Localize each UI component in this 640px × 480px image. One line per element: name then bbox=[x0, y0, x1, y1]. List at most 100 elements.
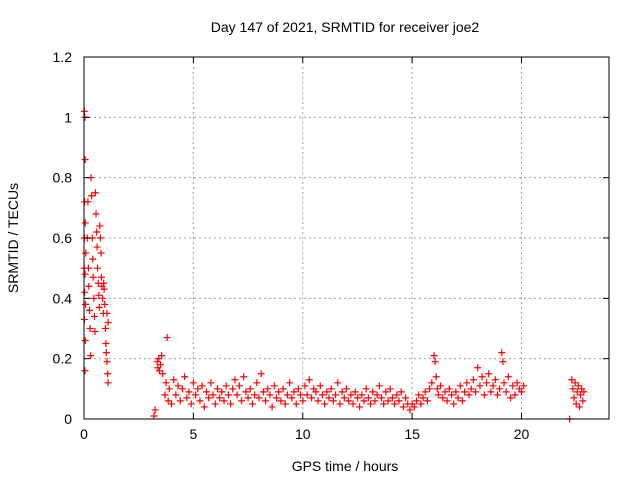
data-point bbox=[305, 376, 313, 384]
data-point bbox=[235, 382, 243, 390]
data-point bbox=[439, 394, 447, 402]
data-point bbox=[192, 391, 200, 399]
data-point bbox=[90, 294, 98, 302]
data-point bbox=[520, 382, 528, 390]
data-point bbox=[176, 397, 184, 405]
data-point bbox=[573, 388, 581, 396]
data-point bbox=[292, 400, 300, 408]
data-point bbox=[371, 397, 379, 405]
data-point bbox=[231, 376, 239, 384]
data-point bbox=[437, 382, 445, 390]
data-point bbox=[502, 388, 510, 396]
data-point bbox=[465, 391, 473, 399]
data-point bbox=[500, 379, 508, 387]
data-point bbox=[211, 400, 219, 408]
y-axis-label: SRMTID / TECUs bbox=[5, 183, 21, 293]
data-point bbox=[213, 385, 221, 393]
data-point bbox=[399, 403, 407, 411]
data-point bbox=[428, 379, 436, 387]
data-point bbox=[99, 294, 107, 302]
data-point bbox=[91, 189, 99, 197]
y-tick-label: 0.8 bbox=[53, 170, 73, 186]
data-point bbox=[264, 385, 272, 393]
data-point bbox=[402, 394, 410, 402]
data-point bbox=[445, 385, 453, 393]
data-point bbox=[334, 379, 342, 387]
data-point bbox=[244, 394, 252, 402]
data-point bbox=[81, 337, 89, 345]
data-point bbox=[478, 373, 486, 381]
data-point bbox=[153, 358, 161, 366]
data-point bbox=[290, 388, 298, 396]
data-point bbox=[227, 400, 235, 408]
data-point bbox=[474, 364, 482, 372]
data-point bbox=[485, 370, 493, 378]
data-point bbox=[349, 400, 357, 408]
data-point bbox=[360, 397, 368, 405]
data-point bbox=[417, 400, 425, 408]
data-point bbox=[151, 406, 159, 414]
data-point bbox=[158, 352, 166, 360]
data-point bbox=[222, 382, 230, 390]
data-point bbox=[382, 388, 390, 396]
data-point bbox=[224, 391, 232, 399]
data-point bbox=[574, 382, 582, 390]
data-point bbox=[384, 397, 392, 405]
data-point bbox=[81, 156, 89, 164]
data-point bbox=[81, 219, 89, 227]
data-point bbox=[172, 391, 180, 399]
data-point bbox=[318, 391, 326, 399]
data-point bbox=[277, 397, 285, 405]
data-point bbox=[498, 349, 506, 357]
data-point bbox=[286, 379, 294, 387]
data-point bbox=[104, 379, 112, 387]
data-point bbox=[507, 394, 515, 402]
data-point bbox=[181, 373, 189, 381]
data-point bbox=[580, 388, 588, 396]
data-point bbox=[327, 385, 335, 393]
x-axis-label: GPS time / hours bbox=[292, 458, 399, 474]
data-point bbox=[266, 391, 274, 399]
data-point bbox=[347, 391, 355, 399]
data-point bbox=[93, 228, 101, 236]
data-point bbox=[194, 385, 202, 393]
data-point bbox=[332, 391, 340, 399]
y-tick-label: 0 bbox=[64, 411, 72, 427]
data-point bbox=[268, 403, 276, 411]
data-point bbox=[391, 400, 399, 408]
data-point bbox=[493, 391, 501, 399]
data-point bbox=[375, 382, 383, 390]
data-point bbox=[159, 370, 167, 378]
x-tick-label: 15 bbox=[404, 426, 420, 442]
data-point bbox=[162, 379, 170, 387]
data-point bbox=[270, 382, 278, 390]
data-point bbox=[504, 373, 512, 381]
data-point bbox=[93, 243, 101, 251]
data-point bbox=[454, 394, 462, 402]
x-tick-label: 10 bbox=[295, 426, 311, 442]
data-point bbox=[97, 249, 105, 257]
x-tick-label: 5 bbox=[189, 426, 197, 442]
data-point bbox=[82, 249, 90, 257]
data-point bbox=[303, 391, 311, 399]
data-point bbox=[183, 394, 191, 402]
data-point bbox=[101, 300, 109, 308]
data-point bbox=[96, 234, 104, 242]
data-point bbox=[432, 373, 440, 381]
data-point bbox=[419, 394, 427, 402]
data-point bbox=[367, 400, 375, 408]
data-point bbox=[345, 397, 353, 405]
data-point bbox=[294, 385, 302, 393]
data-point bbox=[288, 394, 296, 402]
data-point bbox=[312, 388, 320, 396]
data-point bbox=[410, 403, 418, 411]
data-point bbox=[443, 397, 451, 405]
data-point bbox=[456, 382, 464, 390]
data-point bbox=[281, 400, 289, 408]
data-point bbox=[518, 388, 525, 396]
data-point bbox=[343, 385, 350, 393]
data-point bbox=[458, 397, 466, 405]
data-point bbox=[259, 388, 267, 396]
data-point bbox=[301, 382, 309, 390]
